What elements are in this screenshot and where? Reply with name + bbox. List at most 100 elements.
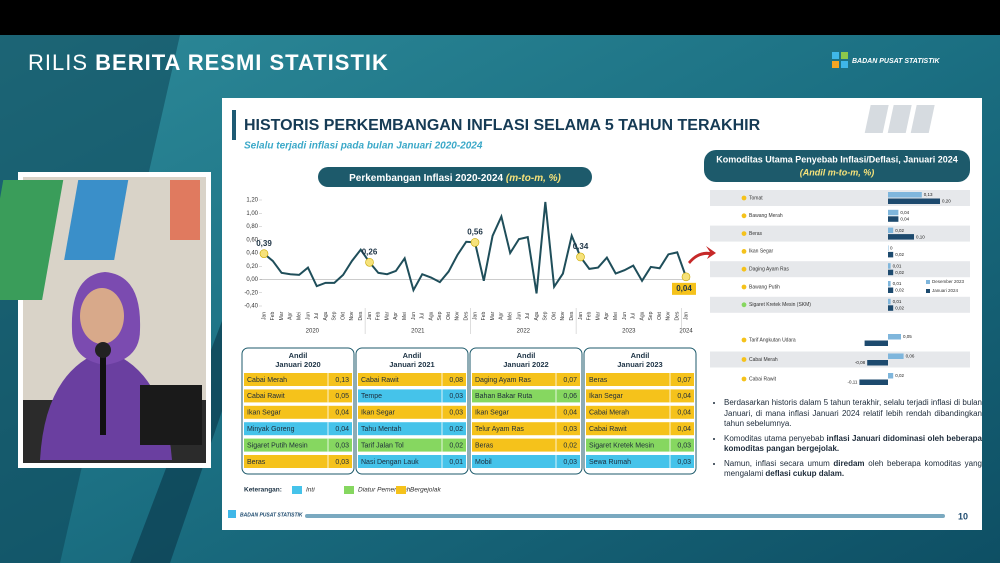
row-value: 0,04: [335, 410, 349, 417]
footer-bar: [305, 514, 945, 518]
person-face: [80, 288, 124, 344]
x-tick-label: Mei: [507, 312, 513, 320]
row-name: Cabai Rawit: [361, 377, 399, 384]
bullet: Berdasarkan historis dalam 5 tahun terak…: [724, 398, 982, 430]
table-row: [472, 405, 580, 419]
line-title-text: Perkembangan Inflasi 2020-2024: [349, 173, 503, 184]
row-value: 0,03: [449, 393, 463, 400]
row-name: Ikan Segar: [589, 393, 624, 400]
bullet: Komoditas utama penyebab inflasi Januari…: [724, 434, 982, 455]
table-row: [472, 455, 580, 468]
legend-swatch: [926, 289, 930, 293]
value-label-box: [672, 282, 696, 295]
table-row: [358, 373, 466, 386]
row-value: 0,04: [677, 393, 691, 400]
table-title: Andil: [517, 351, 536, 360]
x-tick-label: Mei: [296, 312, 302, 320]
highlight-marker: [576, 252, 585, 262]
x-tick-label: Jan: [367, 312, 373, 320]
bar: [888, 209, 899, 216]
year-label: 2021: [411, 329, 425, 335]
bar-value-label: 0,10: [916, 234, 925, 239]
category-label: Ikan Segar: [749, 249, 774, 255]
x-tick-label: Feb: [587, 311, 593, 320]
year-label: 2023: [622, 329, 636, 335]
highlight-marker: [470, 238, 480, 247]
x-tick-label: Okt: [340, 312, 346, 320]
x-tick-label: Sep: [332, 311, 338, 320]
deco-logo: [864, 105, 935, 133]
bar-value-label: 0,13: [924, 192, 933, 197]
category-label: Tomat: [749, 195, 763, 201]
header-light: RILIS: [28, 50, 88, 75]
table-row: [358, 405, 466, 419]
x-tick-label: Jun: [305, 312, 311, 320]
row-value: 0,03: [335, 459, 349, 466]
table-frame: [583, 347, 697, 475]
row-value: 0,01: [449, 459, 463, 466]
bar-value-label: 0,20: [942, 199, 951, 204]
table-row: [586, 389, 694, 403]
row-name: Bahan Bakar Ruta: [475, 393, 532, 400]
x-tick-label: Apr: [604, 312, 610, 320]
x-tick-label: Sep: [648, 311, 654, 320]
table-row: [244, 438, 352, 452]
table-frame: [355, 347, 469, 475]
row-value: 0,13: [335, 377, 349, 384]
webcam: [0, 172, 211, 468]
row-dot: [741, 266, 747, 272]
bar-value-label: 0,02: [895, 270, 904, 275]
line-title-pill: [318, 167, 592, 187]
row-name: Daging Ayam Ras: [475, 377, 531, 384]
row-name: Tahu Mentah: [361, 426, 402, 433]
bar: [888, 227, 894, 234]
bullet-bold: deflasi cukup dalam.: [765, 469, 845, 478]
table-row: [472, 373, 580, 386]
wall-art: [64, 180, 129, 260]
bar: [888, 198, 940, 204]
x-tick-label: Nov: [455, 311, 461, 320]
row-value: 0,04: [335, 426, 349, 433]
row-band: [710, 261, 970, 278]
row-value: 0,07: [563, 377, 577, 384]
x-tick-label: Apr: [499, 312, 505, 320]
row-name: Sigaret Putih Mesin: [247, 442, 308, 449]
value-label: 0,34: [573, 242, 589, 251]
row-band: [710, 351, 970, 368]
bar: [888, 334, 901, 340]
category-label: Daging Ayam Ras: [749, 267, 789, 273]
row-value: 0,04: [677, 426, 691, 433]
arrow: [688, 246, 716, 264]
barh-title: Komoditas Utama Penyebab Inflasi/Deflasi…: [716, 154, 958, 164]
year-label: 2022: [517, 329, 531, 335]
legend-swatch: [396, 486, 406, 494]
year-label: 2024: [679, 329, 693, 335]
bar-value-label: 0,02: [895, 373, 904, 378]
bar: [888, 287, 894, 293]
row-value: 0,03: [563, 426, 577, 433]
y-tick-label: 0,40: [246, 251, 258, 257]
legend-label: Inti: [306, 487, 315, 494]
line-chart-title: Perkembangan Inflasi 2020-2024 (m-to-m, …: [349, 173, 561, 184]
laptop: [140, 385, 202, 445]
bar: [888, 192, 922, 198]
value-label: 0,39: [256, 239, 272, 248]
x-tick-label: Apr: [288, 312, 294, 320]
row-name: Cabai Rawit: [247, 393, 285, 400]
category-label: Bawang Putih: [749, 284, 780, 290]
y-tick-label: 0,20: [246, 264, 258, 270]
category-label: Tarif Angkutan Udara: [749, 337, 796, 343]
x-tick-label: Feb: [270, 311, 276, 320]
x-tick-label: Jul: [420, 313, 426, 319]
microphone: [100, 345, 106, 435]
row-name: Ikan Segar: [247, 410, 282, 417]
bullet-text: Komoditas utama penyebab: [724, 433, 827, 443]
x-tick-label: Nov: [560, 311, 566, 320]
bar-value-label: 0,02: [895, 305, 904, 310]
x-tick-label: Mei: [402, 312, 408, 320]
x-tick-label: Des: [464, 311, 470, 320]
row-name: Sewa Rumah: [589, 459, 631, 466]
row-name: Telur Ayam Ras: [475, 426, 524, 433]
year-label: 2020: [306, 329, 320, 335]
